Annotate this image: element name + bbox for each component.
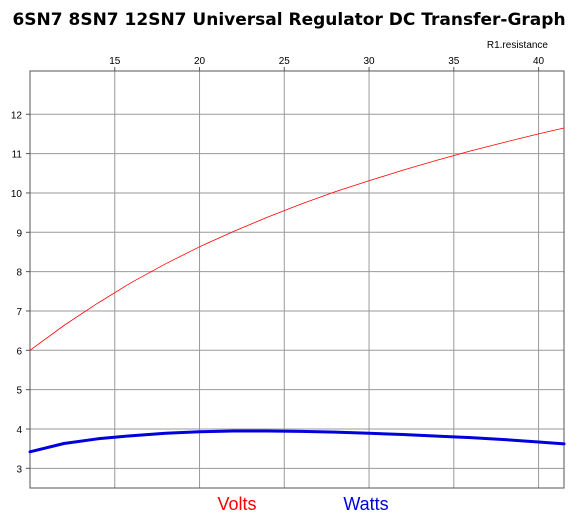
series-layer bbox=[28, 127, 566, 454]
x-tick-label-15: 15 bbox=[109, 56, 121, 67]
legend-entry-watts: Watts bbox=[343, 494, 388, 514]
x-tick-label-25: 25 bbox=[279, 56, 291, 67]
grid-layer bbox=[30, 71, 564, 488]
y-tick-label-7: 7 bbox=[16, 307, 22, 318]
series-line-watts bbox=[28, 429, 566, 454]
y-tick-label-11: 11 bbox=[12, 150, 23, 161]
legend: Volts Watts bbox=[217, 494, 388, 514]
x-axis-label: R1.resistance bbox=[487, 40, 549, 51]
chart-title: 6SN7 8SN7 12SN7 Universal Regulator DC T… bbox=[12, 10, 565, 30]
y-tick-label-5: 5 bbox=[16, 386, 22, 397]
y-tick-label-10: 10 bbox=[11, 189, 23, 200]
x-tick-label-30: 30 bbox=[363, 56, 375, 67]
series-line-volts bbox=[29, 127, 565, 351]
tick-layer: 15 20 25 30 35 40 3 4 5 6 7 8 9 10 11 12 bbox=[11, 56, 545, 475]
x-tick-label-35: 35 bbox=[448, 56, 460, 67]
y-tick-label-6: 6 bbox=[16, 346, 22, 357]
y-tick-label-3: 3 bbox=[16, 464, 22, 475]
legend-entry-volts: Volts bbox=[217, 494, 256, 514]
x-tick-label-20: 20 bbox=[194, 56, 206, 67]
y-tick-label-9: 9 bbox=[16, 228, 22, 239]
y-tick-label-4: 4 bbox=[16, 425, 22, 436]
y-tick-label-8: 8 bbox=[16, 268, 22, 279]
plot-area bbox=[29, 70, 565, 489]
x-tick-label-40: 40 bbox=[533, 56, 545, 67]
y-tick-label-12: 12 bbox=[11, 110, 23, 121]
